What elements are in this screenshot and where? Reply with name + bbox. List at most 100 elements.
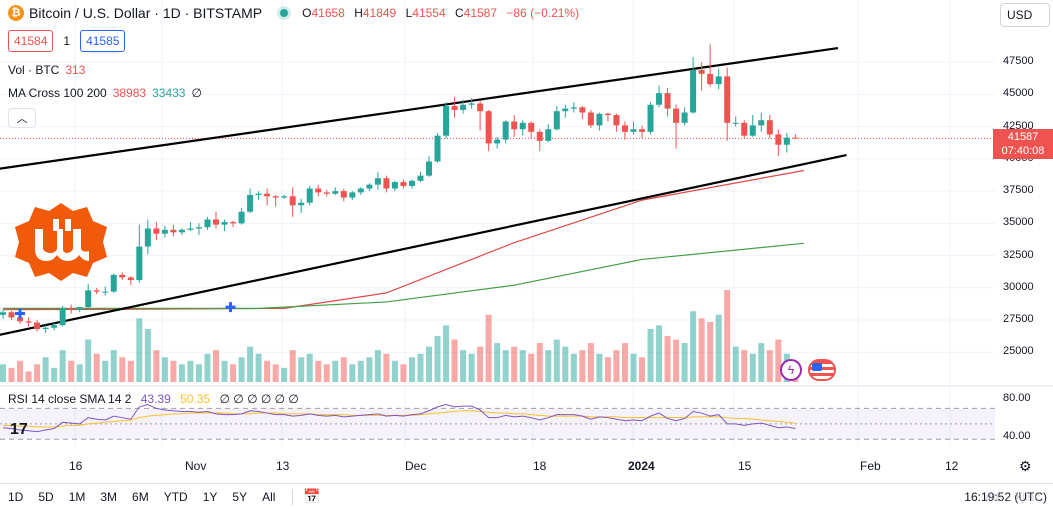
- range-1y-button[interactable]: 1Y: [202, 489, 218, 504]
- settings-gear-icon[interactable]: ⚙: [1019, 458, 1032, 474]
- candle-body: [426, 161, 432, 176]
- price-axis-label: 32500: [1003, 248, 1034, 261]
- candle: [289, 187, 296, 217]
- candle-body: [519, 122, 526, 130]
- time-axis-label: Dec: [405, 459, 427, 473]
- candle: [281, 194, 288, 199]
- volume-bar: [604, 357, 611, 382]
- volume-bar: [170, 360, 177, 382]
- candle-body: [536, 131, 543, 141]
- volume-bar: [289, 350, 296, 382]
- volume-bar: [468, 353, 475, 382]
- candle-body: [596, 113, 603, 126]
- candle: [673, 104, 680, 149]
- volume-bar: [715, 314, 722, 382]
- range-ytd-button[interactable]: YTD: [163, 489, 188, 504]
- candle: [792, 134, 799, 139]
- candle: [68, 304, 75, 314]
- volume-bar: [306, 353, 313, 382]
- clock-utc[interactable]: 16:19:52 (UTC): [964, 490, 1047, 504]
- candle: [443, 102, 450, 139]
- candle-body: [315, 188, 322, 193]
- range-1m-button[interactable]: 1M: [68, 489, 86, 504]
- candle-body: [570, 107, 577, 109]
- candle-body: [621, 125, 628, 132]
- symbol-title[interactable]: Bitcoin / U.S. Dollar · 1D · BITSTAMP: [29, 5, 263, 21]
- candle-body: [604, 113, 611, 116]
- candle-body: [775, 134, 782, 145]
- volume-bar: [144, 328, 151, 382]
- candle: [656, 85, 663, 108]
- currency-selector[interactable]: USD: [1000, 3, 1050, 27]
- time-axis-label: 2024: [628, 459, 655, 473]
- volume-bar: [545, 350, 552, 382]
- ma-cross-legend[interactable]: MA Cross 100 200 38983 33433 ∅: [8, 86, 202, 100]
- range-5d-button[interactable]: 5D: [38, 489, 54, 504]
- candle: [93, 287, 100, 295]
- volume-bar: [485, 314, 492, 382]
- candle-body: [656, 93, 663, 105]
- candle-body: [366, 184, 373, 189]
- candle: [383, 175, 390, 193]
- volume-bar: [732, 346, 739, 382]
- volume-bar: [298, 357, 305, 382]
- volume-bar: [621, 343, 628, 382]
- candle-body: [647, 104, 654, 132]
- time-axis-label: Nov: [185, 459, 207, 473]
- volume-bar: [0, 364, 6, 382]
- us-flag-icon[interactable]: [808, 359, 836, 381]
- range-6m-button[interactable]: 6M: [132, 489, 149, 504]
- candle-body: [357, 188, 364, 193]
- candle-body: [451, 106, 458, 110]
- range-3m-button[interactable]: 3M: [100, 489, 118, 504]
- candle: [715, 68, 722, 90]
- channel-lines[interactable]: [0, 46, 847, 343]
- volume-bar: [102, 360, 109, 382]
- candle: [766, 115, 773, 139]
- candle-body: [741, 122, 748, 136]
- candle: [272, 194, 279, 207]
- volume-bar: [579, 350, 586, 382]
- volume-bar: [238, 357, 245, 382]
- candle-body: [468, 103, 475, 105]
- volume-bar: [127, 360, 134, 382]
- candle: [187, 222, 194, 232]
- market-status-icon[interactable]: [280, 9, 289, 17]
- candle-body: [187, 228, 194, 230]
- price-axis-label: 37500: [1003, 184, 1034, 197]
- candle: [485, 109, 492, 152]
- volume-bar: [178, 364, 185, 382]
- volume-bar: [153, 350, 160, 382]
- range-all-button[interactable]: All: [262, 489, 276, 504]
- collapse-legend-button[interactable]: ︿: [8, 108, 36, 128]
- volume-bar: [281, 367, 288, 382]
- volume-bar: [741, 350, 748, 382]
- candle: [204, 216, 211, 230]
- range-1d-button[interactable]: 1D: [8, 489, 24, 504]
- candle-body: [195, 227, 202, 229]
- volume-legend[interactable]: Vol · BTC 313: [8, 63, 86, 77]
- volume-bar: [161, 357, 168, 382]
- volume-bar: [434, 336, 441, 382]
- candle: [127, 276, 134, 286]
- volume-bar: [681, 343, 688, 382]
- candle-body: [161, 229, 168, 234]
- lightning-icon[interactable]: ϟ: [780, 359, 802, 381]
- candle-body: [758, 120, 765, 126]
- divider: [292, 488, 294, 505]
- cross-markers[interactable]: [15, 302, 236, 319]
- volume-bar: [656, 325, 663, 382]
- calendar-icon[interactable]: 📅: [303, 488, 321, 504]
- sell-price-button[interactable]: 41584: [8, 30, 54, 52]
- candle-body: [443, 106, 450, 136]
- tradingview-logo[interactable]: 17: [10, 421, 28, 438]
- buy-price-button[interactable]: 41585: [80, 30, 126, 52]
- candle-body: [715, 76, 722, 85]
- range-toolbar: 1D 5D 1M 3M 6M YTD 1Y 5Y All 📅 16:19:52 …: [0, 483, 1053, 509]
- rsi-legend[interactable]: RSI 14 close SMA 14 2 43.39 50.35 ∅ ∅ ∅ …: [8, 392, 299, 406]
- price-axis-label: 47500: [1003, 55, 1034, 68]
- time-axis-label: 15: [738, 459, 752, 473]
- range-5y-button[interactable]: 5Y: [232, 489, 248, 504]
- candle: [0, 309, 6, 319]
